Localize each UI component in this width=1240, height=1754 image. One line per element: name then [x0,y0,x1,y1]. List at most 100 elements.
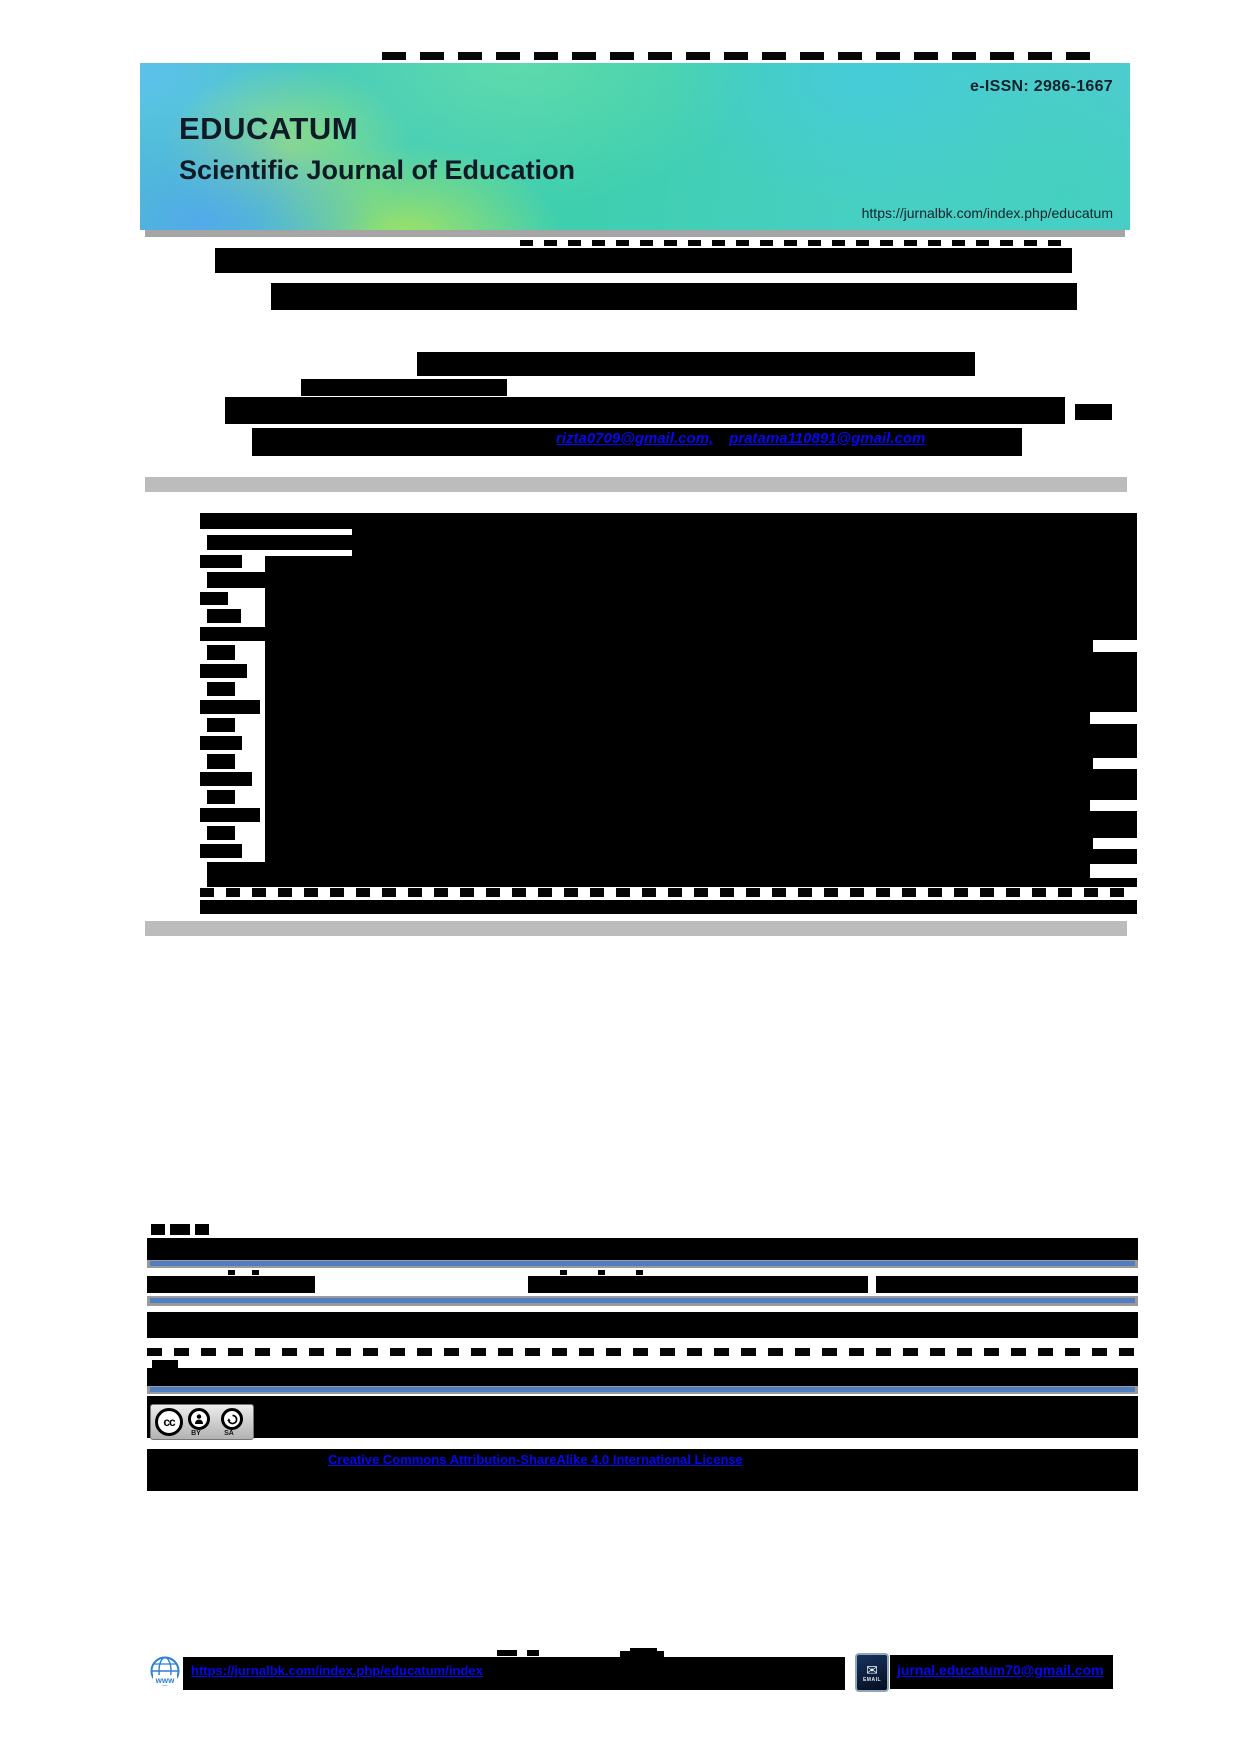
redaction-bar [147,1449,1138,1491]
redaction-dash [849,1348,864,1356]
redaction-bar [630,1648,657,1658]
redaction-dash [496,52,520,60]
redaction-dash [904,240,917,246]
redaction-dash [1038,1348,1053,1356]
redaction-dash [762,52,786,60]
redaction-dash [686,52,710,60]
redaction-dash [544,240,557,246]
redaction-dash [640,240,653,246]
license-link[interactable]: Creative Commons Attribution-ShareAlike … [328,1452,743,1467]
cc-by-sa-badge[interactable]: cc BY SA [150,1404,254,1440]
redaction-dash [572,52,596,60]
author-email-2-link[interactable]: pratama110891@gmail.com [729,430,926,447]
redaction-dash [363,1348,378,1356]
redaction-dash [610,52,634,60]
redaction-dash [420,52,444,60]
eissn-label: e-ISSN: 2986-1667 [970,78,1113,95]
redaction-dash [952,52,976,60]
redaction-dash [1006,888,1020,897]
redaction-dash [304,888,318,897]
redaction-dash [228,1348,243,1356]
redaction-bar [147,1396,1138,1438]
citation-doi-link-rule-3[interactable] [150,1387,1135,1392]
redaction-gap [1090,712,1137,724]
redaction-bar [636,1270,643,1275]
journal-banner: e-ISSN: 2986-1667 EDUCATUM Scientific Jo… [140,63,1130,230]
cc-sa-label: SA [224,1430,234,1437]
redaction-dash [512,888,526,897]
footer-site-link[interactable]: https://jurnalbk.com/index.php/educatum/… [191,1663,483,1678]
redaction-dash [616,888,630,897]
redaction-bar [620,1651,642,1657]
redaction-dash [984,1348,999,1356]
redaction-dash [434,888,448,897]
journal-url-link[interactable]: https://jurnalbk.com/index.php/educatum [861,205,1113,221]
redaction-dash [390,1348,405,1356]
redaction-bar [200,844,242,858]
redaction-bar [215,248,1072,273]
redaction-dash [1119,1348,1134,1356]
redaction-dash [850,888,864,897]
redaction-dash [382,52,406,60]
redaction-dash [798,888,812,897]
redaction-dash [498,1348,513,1356]
redaction-bar [598,1270,605,1275]
redaction-bar [528,1276,868,1293]
redaction-bar [497,1650,517,1656]
redaction-bar [207,862,285,887]
redaction-dash [876,888,890,897]
redaction-bar [890,1655,1113,1689]
redaction-dash [746,888,760,897]
redaction-bar [147,1312,1138,1338]
redaction-bar [352,513,1137,887]
redaction-dash [664,240,677,246]
redaction-bar [200,772,252,786]
redaction-bar [147,1368,1138,1386]
redaction-dash [824,888,838,897]
redaction-dash [990,52,1014,60]
redaction-dash [1084,888,1098,897]
author-email-1-link[interactable]: rizta0709@gmail.com, [556,430,714,447]
footer-email-link[interactable]: jurnal.educatum70@gmail.com [897,1662,1104,1678]
redaction-dash [1000,240,1013,246]
citation-doi-link-rule-1[interactable] [150,1261,1135,1266]
redaction-bar [207,535,352,550]
redaction-bar [207,682,235,696]
banner-shadow [145,230,1125,237]
citation-doi-link-rule-2[interactable] [150,1298,1135,1303]
redaction-gap [1090,864,1137,878]
cc-icon: cc [155,1408,183,1436]
redaction-bar [265,556,352,887]
redaction-dash [458,52,482,60]
redaction-bar [225,397,1065,424]
redaction-dash [928,888,942,897]
redaction-dash [1024,240,1037,246]
redaction-bar [207,572,267,588]
redaction-dash [525,1348,540,1356]
redaction-bar [271,283,1077,310]
redaction-dash [1110,888,1124,897]
redaction-dash [382,888,396,897]
redaction-bar [200,700,260,714]
redaction-dash [1092,1348,1107,1356]
redaction-dash [278,888,292,897]
redaction-dash [444,1348,459,1356]
redaction-dash [147,1348,162,1356]
redaction-dash [736,240,749,246]
redaction-bar [151,1224,165,1235]
redaction-dash [954,888,968,897]
redaction-dash [606,1348,621,1356]
redaction-dash [822,1348,837,1356]
redaction-dash [356,888,370,897]
redaction-gap [1093,640,1137,652]
redaction-dash [252,888,266,897]
redaction-bar [200,555,242,568]
redaction-bar [200,592,228,605]
redaction-dash [568,240,581,246]
redaction-dash [856,240,869,246]
redaction-bar [652,1651,664,1657]
redaction-dash [928,240,941,246]
redaction-bar [152,1360,178,1369]
redaction-dash [417,1348,432,1356]
